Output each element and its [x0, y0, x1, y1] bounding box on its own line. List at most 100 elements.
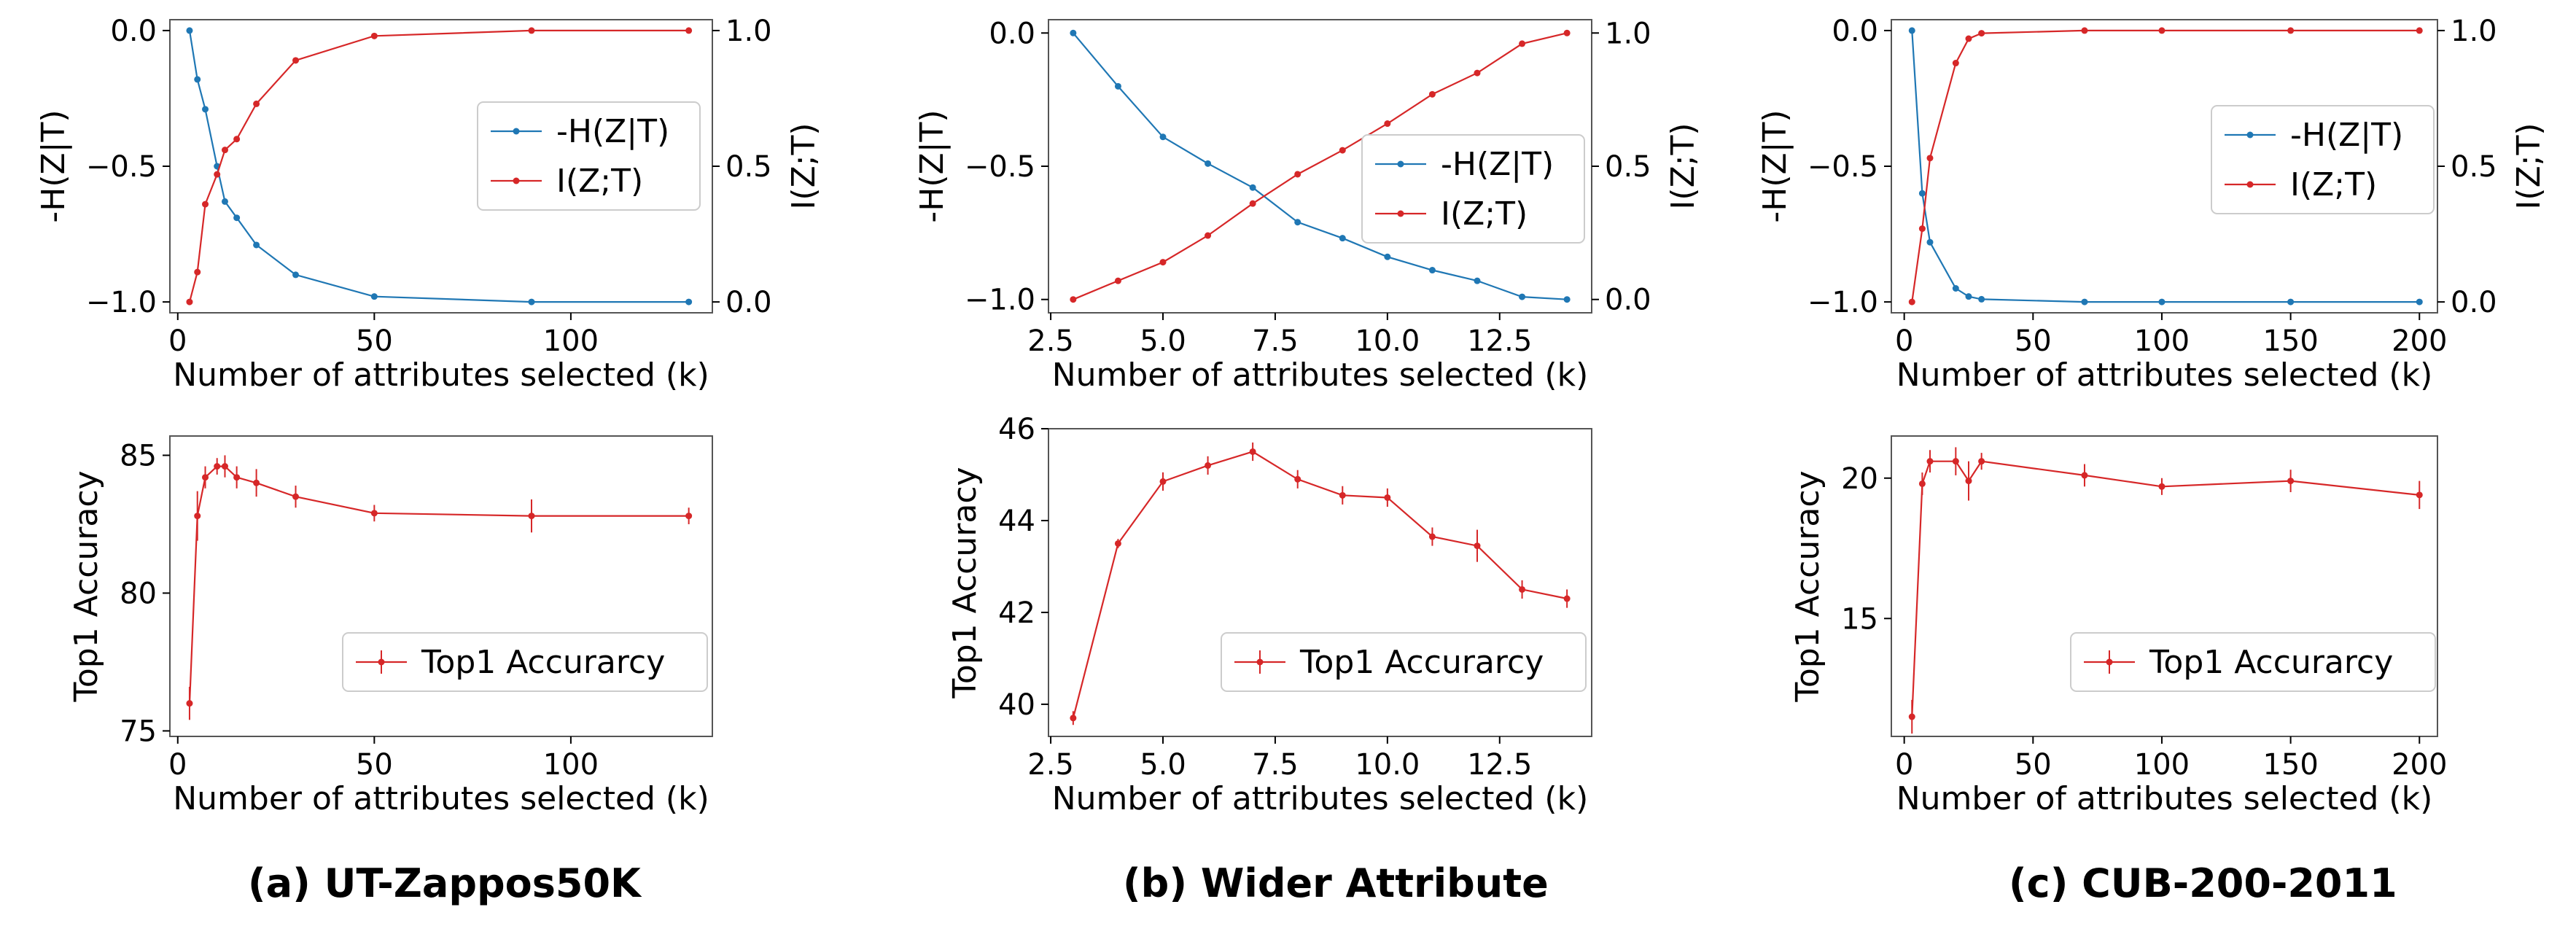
b-top-yaxis-label: -H(Z|T): [914, 109, 951, 222]
c-top-xtick-label: 150: [2262, 324, 2318, 358]
b-top-data-point: [1519, 293, 1526, 300]
c-bottom-data-point: [2158, 483, 2166, 490]
a-top-data-point: [214, 171, 221, 178]
a-top-data-point: [194, 268, 201, 276]
a-top-data-point: [221, 147, 228, 154]
a-top-yaxis-label: -H(Z|T): [35, 109, 72, 222]
b-top-xtick-label: 5.0: [1140, 324, 1186, 358]
b-bottom-data-point: [1339, 491, 1346, 499]
caption-a: (a) UT-Zappos50K: [248, 860, 641, 906]
a-bottom-data-point: [233, 474, 241, 481]
a-bottom-data-point: [186, 700, 193, 707]
b-top-data-point: [1205, 232, 1212, 239]
a-bottom-xtick-label: 50: [356, 748, 393, 782]
c-top-data-point: [2081, 27, 2088, 34]
c-top-xtick-label: 200: [2392, 324, 2447, 358]
b-top-legend-marker-1: [1397, 210, 1404, 217]
c-bottom-series-line-0: [1911, 460, 2420, 717]
a-top-data-point: [202, 201, 209, 208]
c-top-ytick-right-label: 0.0: [2451, 286, 2497, 319]
b-top-legend-box: [1361, 134, 1585, 244]
c-bottom-legend-box: [2070, 632, 2436, 692]
c-top-xtick-label: 0: [1895, 324, 1913, 358]
b-top-legend-label-1: I(Z;T): [1441, 195, 1528, 233]
c-bottom-data-point: [1918, 480, 1926, 487]
a-bottom-data-point: [221, 463, 228, 470]
caption-c: (c) CUB-200-2011: [2009, 860, 2397, 906]
a-top-data-point: [194, 76, 201, 83]
c-top-data-point: [1952, 285, 1959, 292]
c-bottom-data-point: [1908, 713, 1915, 720]
c-top-data-point: [2081, 298, 2088, 306]
c-top-ytick-right-label: 1.0: [2451, 15, 2497, 48]
c-bottom-data-point: [1926, 458, 1934, 465]
c-bottom-data-point: [1978, 458, 1985, 465]
b-top-ytick-label: −0.5: [965, 150, 1035, 184]
a-bottom-ytick-label: 80: [120, 577, 157, 610]
c-top-data-point: [2158, 27, 2166, 34]
a-bottom-data-point: [528, 513, 535, 520]
a-top-legend-marker-0: [513, 128, 520, 135]
b-top-data-point: [1519, 40, 1526, 47]
c-top-data-point: [1926, 238, 1934, 246]
c-top-data-point: [1908, 298, 1915, 306]
b-top-data-point: [1205, 160, 1212, 167]
b-bottom-xtick-label: 12.5: [1467, 748, 1532, 782]
c-bottom-ytick-label: 15: [1841, 602, 1878, 636]
c-bottom-legend-label-0: Top1 Accurarcy: [2149, 644, 2393, 681]
b-bottom-data-point: [1114, 540, 1121, 547]
b-bottom-plot-frame: [1048, 428, 1592, 737]
a-bottom-data-point: [194, 513, 201, 520]
a-top-data-point: [221, 198, 228, 205]
a-top-legend-box: [477, 101, 701, 211]
b-top-data-point: [1249, 184, 1256, 191]
a-bottom-data-point: [292, 493, 300, 500]
b-bottom-series-line-0: [1072, 451, 1568, 719]
b-bottom-xtick-label: 5.0: [1140, 748, 1186, 782]
b-top-ytick-label: 0.0: [989, 17, 1035, 50]
b-bottom-legend-label-0: Top1 Accurarcy: [1299, 644, 1544, 681]
b-top-data-point: [1114, 82, 1121, 90]
b-bottom-xtick-label: 2.5: [1027, 748, 1074, 782]
a-bottom-xaxis-label: Number of attributes selected (k): [173, 780, 709, 817]
c-bottom-yaxis-label: Top1 Accuracy: [1789, 470, 1826, 702]
c-bottom-data-point: [1965, 478, 1972, 485]
a-top-data-point: [186, 27, 193, 34]
b-top-data-point: [1070, 29, 1077, 36]
a-top-xtick-label: 100: [543, 324, 599, 358]
a-top-data-point: [202, 106, 209, 113]
c-top-ytick-label: −1.0: [1808, 286, 1878, 319]
c-top-series-line-0: [1911, 30, 2420, 303]
a-top-ytick-right-label: 0.0: [725, 286, 772, 319]
c-top-yaxis-right-label: I(Z;T): [2510, 122, 2548, 209]
b-top-data-point: [1563, 29, 1571, 36]
b-bottom-ytick-label: 46: [998, 413, 1035, 446]
c-bottom-xtick-label: 150: [2262, 748, 2318, 782]
c-top-data-point: [2416, 298, 2423, 306]
caption-b: (b) Wider Attribute: [1123, 860, 1549, 906]
c-bottom-data-point: [1952, 458, 1959, 465]
a-top-ytick-label: −0.5: [86, 150, 157, 184]
c-bottom-xtick-label: 50: [2015, 748, 2052, 782]
b-top-series-line-1: [1073, 32, 1568, 300]
c-top-xtick-label: 100: [2134, 324, 2190, 358]
a-top-data-point: [528, 298, 535, 306]
b-bottom-legend-box: [1221, 632, 1587, 692]
a-bottom-ytick-label: 85: [120, 439, 157, 472]
a-bottom-ytick-label: 75: [120, 715, 157, 748]
a-top-data-point: [292, 271, 300, 279]
a-bottom-plot-frame: [169, 435, 713, 737]
c-top-ytick-label: −0.5: [1808, 150, 1878, 184]
a-top-data-point: [253, 241, 260, 249]
a-bottom-data-point: [253, 479, 260, 486]
c-bottom-xtick-label: 100: [2134, 748, 2190, 782]
b-top-xaxis-label: Number of attributes selected (k): [1052, 357, 1589, 394]
b-top-data-point: [1384, 120, 1391, 128]
a-top-legend-label-0: -H(Z|T): [556, 113, 669, 150]
c-top-series-line-1: [1911, 29, 2420, 303]
a-top-data-point: [292, 57, 300, 64]
a-top-data-point: [685, 298, 693, 306]
a-bottom-data-point: [370, 510, 378, 517]
c-top-ytick-label: 0.0: [1832, 15, 1878, 48]
